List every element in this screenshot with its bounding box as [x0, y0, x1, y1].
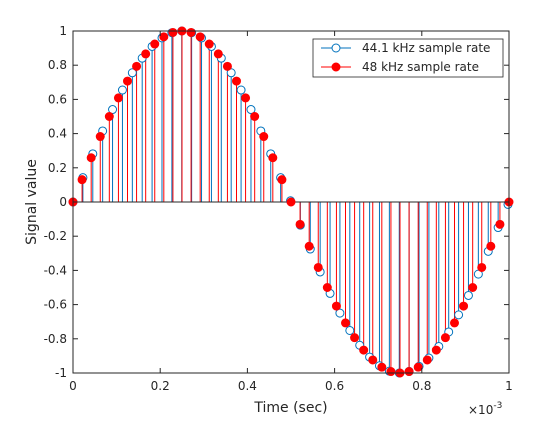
- y-tick-label-5: 0: [59, 195, 67, 209]
- x-tick-label-4: 0.8: [412, 379, 431, 393]
- stem-marker-1-13: [186, 27, 196, 37]
- stem-marker-1-24: [286, 197, 296, 207]
- stem-marker-0-28: [345, 325, 355, 335]
- y-tick-label-9: 0.8: [48, 58, 67, 72]
- stem-marker-1-33: [368, 355, 378, 365]
- stem-marker-1-9: [150, 39, 160, 49]
- y-tick-label-6: 0.2: [48, 161, 67, 175]
- stem-marker-1-15: [204, 39, 214, 49]
- stem-marker-1-28: [322, 283, 332, 292]
- stem-marker-0-5: [117, 85, 127, 95]
- stem-marker-0-17: [236, 85, 246, 95]
- stem-marker-1-34: [377, 362, 387, 372]
- x-tick-label-3: 0.6: [325, 379, 344, 393]
- stem-marker-1-26: [304, 241, 314, 251]
- x-axis-multiplier: ×10-3: [468, 401, 502, 417]
- stem-marker-1-41: [440, 333, 450, 343]
- x-multiplier-base: ×10: [468, 403, 493, 417]
- y-axis-label: Signal value: [24, 159, 40, 245]
- ticks-layer: 0 0.2 0.4 0.6 0.8 1 -1 -0.8 -0.6 -0.4 -0.2 0 0.2 0.4 0…: [44, 24, 513, 393]
- stem-marker-1-32: [359, 345, 369, 355]
- stem-marker-1-37: [404, 367, 414, 377]
- stem-marker-1-11: [168, 27, 178, 37]
- y-tick-label-2: -0.6: [44, 298, 67, 312]
- stem-marker-0-39: [454, 310, 464, 320]
- stem-marker-0-18: [246, 105, 256, 115]
- stem-marker-1-25: [295, 219, 305, 229]
- stem-marker-1-10: [159, 32, 169, 42]
- stem-marker-1-21: [259, 132, 269, 142]
- legend-marker-48k: [331, 62, 341, 72]
- y-tick-label-7: 0.4: [48, 127, 67, 141]
- stem-marker-0-40: [463, 290, 473, 300]
- legend: 44.1 kHz sample rate 48 kHz sample rate: [312, 38, 504, 78]
- stem-marker-1-45: [477, 262, 487, 272]
- stem-marker-1-39: [422, 355, 432, 365]
- stem-marker-1-4: [104, 112, 114, 121]
- stem-marker-1-22: [268, 153, 278, 163]
- stem-marker-1-16: [213, 49, 223, 59]
- stem-marker-1-8: [141, 49, 151, 59]
- stem-marker-1-27: [313, 262, 323, 272]
- stem-marker-1-43: [459, 301, 469, 311]
- y-tick-label-0: -1: [55, 366, 67, 380]
- stem-marker-0-6: [127, 68, 137, 78]
- x-tick-label-1: 0.2: [151, 379, 170, 393]
- stem-marker-1-3: [95, 132, 105, 142]
- stem-marker-1-29: [331, 301, 341, 311]
- stem-marker-1-14: [195, 32, 205, 42]
- x-multiplier-exponent: -3: [493, 401, 502, 411]
- stem-marker-1-19: [241, 93, 251, 103]
- y-tick-label-1: -0.8: [44, 332, 67, 346]
- stem-marker-1-2: [86, 153, 96, 163]
- stem-marker-1-18: [232, 76, 241, 86]
- legend-label-48k: 48 kHz sample rate: [362, 60, 479, 74]
- stem-marker-1-44: [468, 283, 478, 292]
- stem-marker-1-6: [123, 76, 132, 86]
- legend-box: [312, 38, 504, 78]
- stem-marker-1-42: [450, 318, 459, 328]
- stem-marker-1-17: [222, 61, 232, 71]
- stem-marker-1-20: [250, 112, 260, 121]
- stem-marker-1-5: [113, 93, 123, 103]
- y-tick-label-4: -0.2: [44, 229, 67, 243]
- stem-marker-1-40: [431, 345, 441, 355]
- stem-marker-1-7: [132, 61, 142, 71]
- stem-marker-1-46: [486, 241, 496, 251]
- x-tick-label-5: 1: [505, 379, 513, 393]
- y-tick-label-8: 0.6: [48, 92, 67, 106]
- x-tick-label-0: 0: [69, 379, 77, 393]
- y-tick-label-10: 1: [59, 24, 67, 38]
- stem-marker-0-27: [335, 308, 345, 318]
- stem-marker-1-35: [386, 367, 396, 377]
- stem-marker-1-30: [341, 318, 350, 328]
- legend-label-44k: 44.1 kHz sample rate: [362, 41, 490, 55]
- stem-marker-1-31: [350, 333, 360, 343]
- stem-marker-1-1: [77, 175, 87, 185]
- stem-marker-1-47: [495, 219, 505, 229]
- x-tick-label-2: 0.4: [238, 379, 257, 393]
- stem-marker-1-23: [277, 175, 287, 185]
- stem-marker-1-38: [413, 362, 423, 372]
- legend-marker-44k: [331, 43, 341, 53]
- stems-layer: [81, 31, 509, 373]
- y-tick-label-3: -0.4: [44, 263, 67, 277]
- x-axis-label: Time (sec): [253, 400, 327, 416]
